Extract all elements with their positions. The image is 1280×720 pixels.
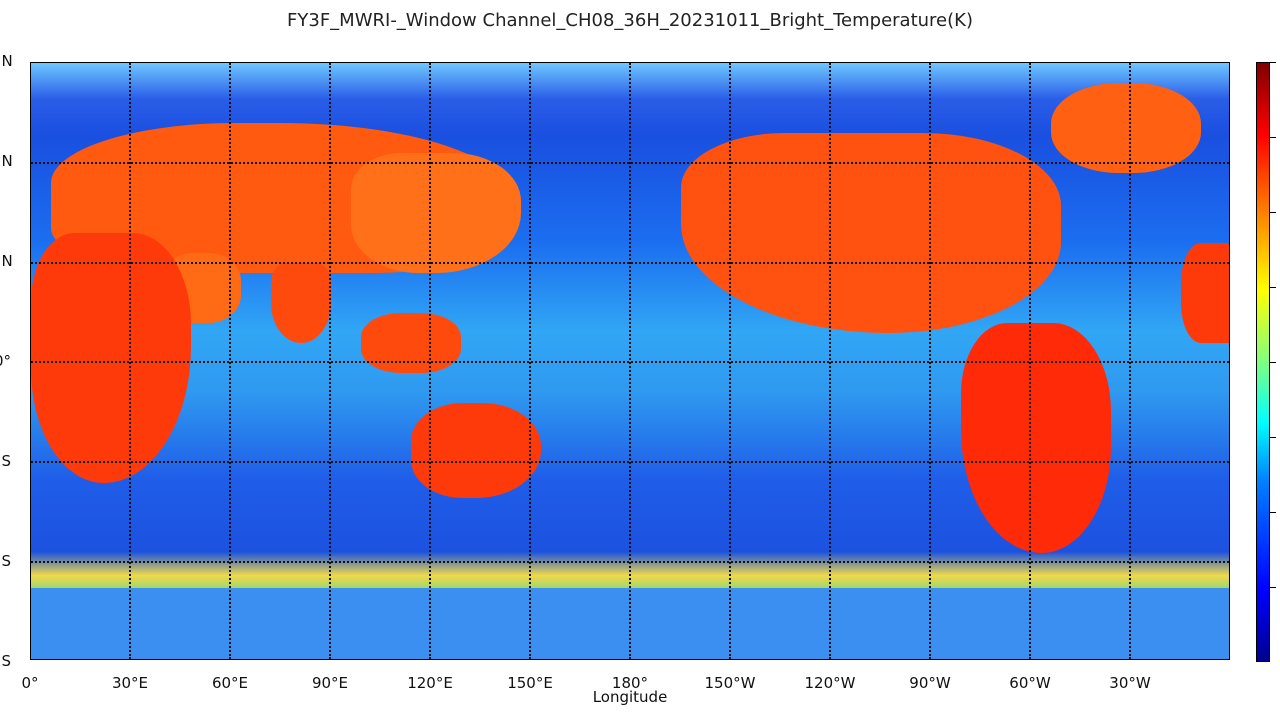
landmass-north-america	[681, 133, 1061, 333]
colorbar-tick	[1270, 137, 1276, 138]
landmass-greenland	[1051, 83, 1201, 173]
colorbar-tick	[1270, 362, 1276, 363]
colorbar-tick	[1270, 62, 1276, 63]
lat-label: °N	[0, 252, 13, 270]
lon-label: 150°E	[507, 674, 553, 692]
landmass-se-asia	[361, 313, 461, 373]
lat-label: °S	[0, 452, 12, 470]
lat-label: °S	[0, 652, 12, 670]
lon-label: 60°W	[1009, 674, 1051, 692]
lon-label: 120°W	[804, 674, 856, 692]
lon-label: 90°W	[909, 674, 951, 692]
brightness-temperature-map	[30, 62, 1230, 660]
gridline-lat	[31, 461, 1229, 463]
colorbar-tick	[1270, 287, 1276, 288]
lat-label: °N	[0, 52, 13, 70]
gridline-lat	[31, 262, 1229, 264]
landmass-australia	[411, 403, 541, 498]
gridline-lat	[31, 561, 1229, 563]
lon-label: 150°W	[704, 674, 756, 692]
landmass-south-america	[961, 323, 1111, 553]
colorbar-tick	[1270, 512, 1276, 513]
landmass-africa	[31, 233, 191, 483]
x-axis-label: Longitude	[592, 688, 668, 706]
landmass-india	[271, 263, 331, 343]
landmass-asia-east	[351, 153, 521, 273]
lon-label: 60°E	[211, 674, 249, 692]
gridline-lat	[31, 361, 1229, 363]
lon-label: 0°	[21, 674, 39, 692]
lon-label: 30°E	[111, 674, 149, 692]
lat-label: °S	[0, 552, 12, 570]
colorbar-tick	[1270, 587, 1276, 588]
map-title: FY3F_MWRI-_Window Channel_CH08_36H_20231…	[287, 10, 973, 31]
lon-label: 120°E	[407, 674, 453, 692]
lon-label: 30°W	[1109, 674, 1151, 692]
colorbar-tick	[1270, 437, 1276, 438]
gridline-lat	[31, 162, 1229, 164]
lon-label: 90°E	[311, 674, 349, 692]
landmass-africa-west	[1181, 243, 1229, 343]
colorbar-tick	[1270, 212, 1276, 213]
lon-label: 180°	[611, 674, 649, 692]
lat-label: 0°	[0, 352, 12, 370]
lat-label: °N	[0, 152, 13, 170]
colorbar	[1256, 62, 1270, 662]
